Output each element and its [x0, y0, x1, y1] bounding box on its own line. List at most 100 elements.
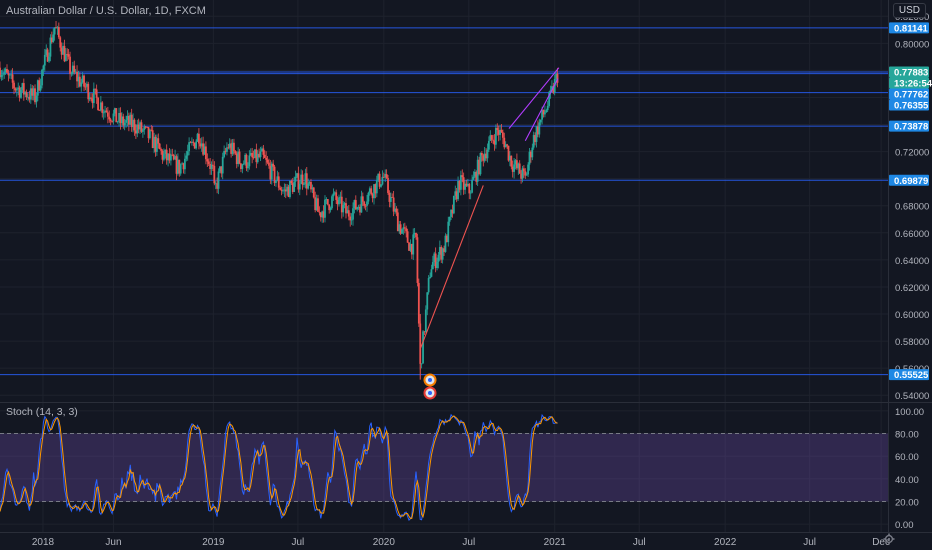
candle-body — [296, 173, 298, 177]
candle — [401, 228, 403, 234]
candle — [382, 172, 385, 179]
candle — [535, 125, 538, 148]
candle — [479, 152, 482, 176]
currency-button[interactable]: USD — [892, 3, 926, 18]
candle-body — [326, 199, 329, 205]
candle — [511, 160, 514, 178]
candle — [172, 153, 175, 161]
candle-body — [451, 209, 454, 214]
candle — [42, 64, 45, 77]
candle-body — [162, 153, 165, 160]
candle — [36, 79, 39, 102]
candle-body — [542, 109, 545, 115]
candle-body — [119, 112, 122, 124]
candle-body — [384, 173, 387, 178]
candle-body — [524, 171, 527, 176]
candle — [433, 251, 436, 267]
candle-body — [4, 69, 7, 73]
candle — [29, 84, 32, 104]
candle — [141, 128, 144, 138]
candle — [422, 329, 424, 364]
gear-icon[interactable] — [883, 533, 895, 545]
trendline-wedge-lower[interactable] — [524, 78, 559, 142]
candle-body — [338, 197, 340, 205]
trendline-wedge-upper[interactable] — [508, 67, 560, 129]
candle — [111, 120, 113, 124]
candle — [471, 174, 473, 194]
candle — [408, 241, 410, 251]
candle — [98, 109, 101, 111]
candle — [162, 148, 165, 162]
candle-body — [527, 164, 530, 175]
candle-body — [492, 139, 494, 141]
price-tick-label: 0.60000 — [895, 310, 929, 321]
candle — [213, 161, 216, 186]
candle-body — [518, 163, 521, 174]
candle — [155, 134, 158, 156]
candle — [191, 137, 193, 146]
price-label-box — [889, 77, 929, 89]
candle-body — [185, 155, 188, 159]
candle-body — [457, 180, 459, 200]
candle-body — [210, 164, 213, 169]
candle — [53, 27, 56, 41]
candle — [378, 171, 381, 189]
candle-body — [275, 180, 277, 183]
candle-body — [34, 88, 36, 103]
candle — [312, 186, 315, 199]
candle — [48, 52, 50, 64]
candle-body — [175, 156, 178, 174]
candle-body — [73, 65, 76, 73]
candle — [276, 170, 279, 182]
price-tick-label: 0.58000 — [895, 337, 929, 348]
candle-body — [272, 163, 275, 167]
candle — [482, 153, 485, 167]
candle-body — [235, 153, 238, 165]
candle — [465, 179, 468, 187]
candle — [270, 161, 273, 185]
candle — [217, 168, 220, 195]
candle-body — [378, 173, 381, 187]
candle — [248, 150, 251, 170]
candle-body — [448, 216, 451, 222]
candle-body — [207, 161, 210, 164]
candle — [242, 160, 245, 166]
candle-body — [455, 191, 458, 200]
candle — [458, 180, 461, 193]
candle — [146, 126, 148, 128]
candle-body — [111, 121, 113, 122]
candle — [189, 141, 192, 144]
candle-body — [311, 187, 314, 190]
candle-body — [391, 197, 394, 198]
candle-body — [123, 122, 126, 126]
candle-body — [340, 196, 343, 213]
candle — [308, 180, 311, 186]
candle-body — [224, 150, 227, 152]
candle — [489, 130, 492, 141]
candle-body — [318, 211, 321, 213]
candle — [510, 155, 513, 170]
candle-body — [182, 163, 185, 170]
candle — [91, 93, 94, 109]
candle — [251, 147, 254, 164]
candle — [200, 137, 203, 152]
candle — [256, 150, 259, 164]
candle-body — [485, 153, 487, 159]
candle — [25, 89, 28, 100]
candle-body — [41, 69, 43, 86]
price-label: 0.73878 — [894, 122, 928, 133]
trendline-rally-support[interactable] — [420, 185, 484, 349]
candle-body — [226, 147, 228, 152]
candle-body — [510, 155, 513, 167]
candle — [168, 148, 171, 164]
candle — [513, 158, 515, 179]
candle-body — [238, 151, 241, 164]
candle — [238, 148, 241, 165]
candle — [139, 120, 141, 135]
candle-body — [478, 159, 480, 175]
price-label-box — [889, 22, 929, 34]
candle — [503, 132, 506, 150]
candle-body — [346, 210, 349, 214]
candle-body — [32, 88, 35, 96]
